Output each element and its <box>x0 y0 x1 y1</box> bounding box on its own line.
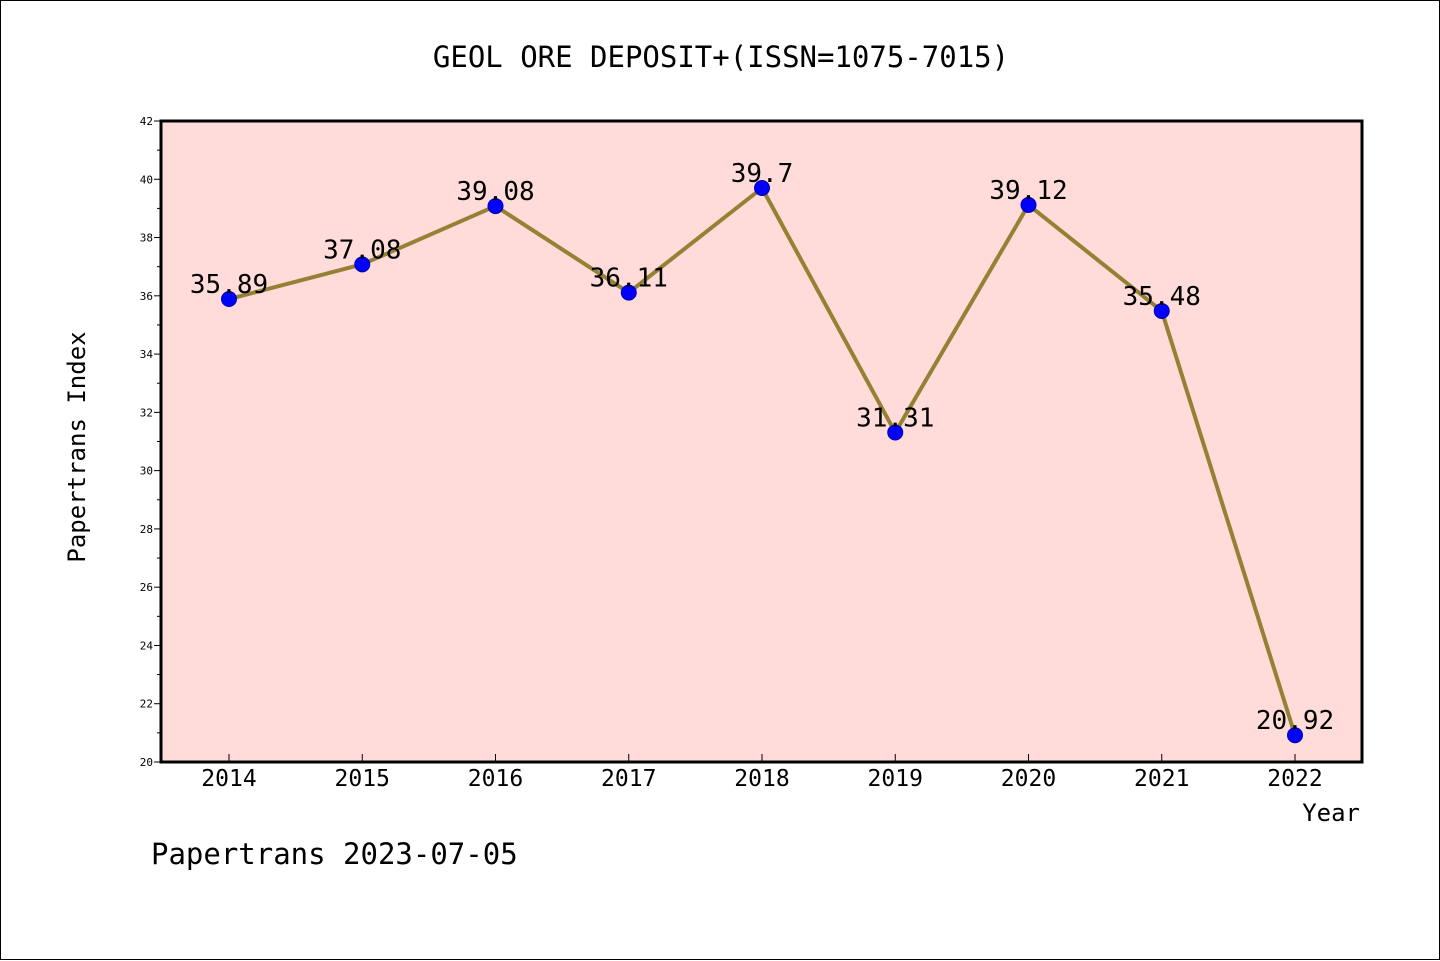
x-tick-label: 2017 <box>601 766 656 792</box>
x-tick-label: 2021 <box>1134 766 1189 792</box>
x-tick-label: 2014 <box>201 766 256 792</box>
y-tick-label: 28 <box>140 523 153 536</box>
data-point-marker <box>620 284 637 301</box>
y-tick-label: 40 <box>140 173 153 186</box>
data-point-label: 35.89 <box>190 270 268 300</box>
y-tick-label: 32 <box>140 406 153 419</box>
y-tick-label: 20 <box>140 756 153 769</box>
data-point-label: 36.11 <box>590 264 668 294</box>
x-tick-label: 2018 <box>734 766 789 792</box>
plot-area <box>161 121 1362 762</box>
x-tick-label: 2022 <box>1267 766 1322 792</box>
y-tick-label: 38 <box>140 232 153 245</box>
data-point-marker <box>754 180 770 197</box>
x-tick-label: 2015 <box>335 766 390 792</box>
data-point-label: 20.92 <box>1256 706 1334 736</box>
y-axis-ticks: 20 22 24 26 28 30 32 34 36 38 40 42 <box>140 115 161 769</box>
data-point-marker <box>887 424 904 441</box>
plot-border <box>159 119 1364 764</box>
data-markers <box>221 180 1303 744</box>
x-tick-label: 2020 <box>1001 766 1056 792</box>
data-point-label: 39.7 <box>731 159 794 189</box>
data-point-label: 39.12 <box>989 176 1067 206</box>
y-tick-label: 24 <box>140 639 154 652</box>
y-tick-label: 34 <box>140 348 154 361</box>
x-tick-label: 2016 <box>468 766 523 792</box>
data-point-label: 37.08 <box>323 235 401 265</box>
data-point-marker <box>221 291 237 308</box>
data-point-label: 31.31 <box>856 403 934 433</box>
data-point-marker <box>1020 196 1037 213</box>
y-axis-label: Papertrans Index <box>63 331 91 562</box>
x-axis-ticks: 2014 2015 2016 2017 2018 2019 2020 2021 2022 <box>201 754 1323 792</box>
y-tick-label: 30 <box>140 465 153 478</box>
data-point-marker <box>1287 727 1303 744</box>
data-point-label: 35.48 <box>1123 282 1201 312</box>
x-axis-label: Year <box>1302 799 1360 827</box>
footer-text: Papertrans 2023-07-05 <box>151 837 518 871</box>
y-tick-label: 36 <box>140 290 153 303</box>
data-labels: 35.89 37.08 39.08 36.11 39.7 31.31 39.12 35.48 2… <box>190 159 1334 736</box>
y-tick-label: 26 <box>140 581 153 594</box>
data-point-marker <box>1153 302 1170 319</box>
data-point-marker <box>354 256 371 273</box>
y-tick-label: 42 <box>140 115 153 128</box>
chart-title: GEOL ORE DEPOSIT+(ISSN=1075-7015) <box>433 40 1009 74</box>
data-point-label: 39.08 <box>456 177 534 207</box>
y-tick-label: 22 <box>140 698 153 711</box>
x-tick-label: 2019 <box>868 766 923 792</box>
data-point-marker <box>487 198 504 215</box>
